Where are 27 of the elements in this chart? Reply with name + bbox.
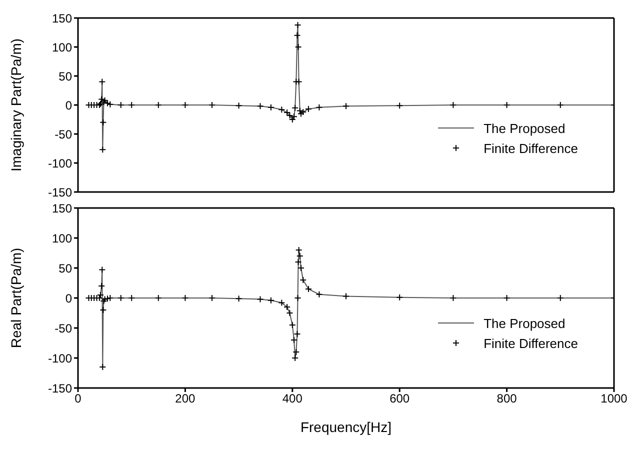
- y-tick-label: 150: [52, 11, 72, 26]
- x-tick-label: 800: [496, 392, 518, 406]
- y-tick-label: 100: [52, 40, 72, 54]
- y-tick-label: 50: [58, 69, 72, 84]
- legend-label: The Proposed: [484, 316, 566, 330]
- y-tick-label: -50: [54, 127, 72, 142]
- x-tick-label: 0: [74, 392, 82, 406]
- y-tick-label: 0: [65, 291, 72, 306]
- y-tick-label: -100: [48, 156, 72, 170]
- y-tick-label: -50: [54, 321, 72, 336]
- y-tick-label: 100: [52, 231, 72, 246]
- legend-label: Finite Difference: [484, 336, 578, 350]
- x-tick-label: 600: [390, 392, 410, 406]
- y-tick-label: 50: [58, 261, 72, 276]
- y-tick-label: -150: [48, 381, 72, 396]
- y-axis-title: Real Part(Pa/m): [8, 248, 24, 348]
- legend-label: Finite Difference: [484, 140, 578, 156]
- y-tick-label: -100: [48, 351, 72, 366]
- y-tick-label: 0: [65, 98, 72, 112]
- y-tick-label: 150: [52, 201, 72, 216]
- x-tick-label: 1000: [600, 392, 628, 406]
- x-tick-label: 400: [282, 392, 303, 406]
- y-axis-title: Imaginary Part(Pa/m): [8, 38, 24, 172]
- x-tick-label: 200: [175, 392, 196, 406]
- y-tick-label: -150: [48, 185, 72, 200]
- legend-label: The Proposed: [484, 120, 566, 136]
- x-axis-title: Frequency[Hz]: [300, 419, 392, 435]
